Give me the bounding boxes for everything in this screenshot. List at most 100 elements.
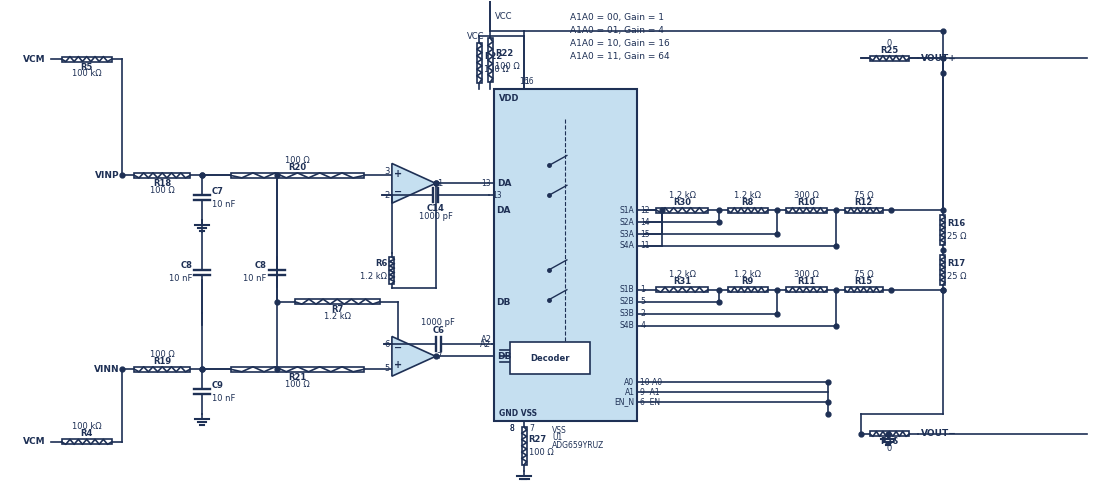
Text: S3A: S3A — [620, 229, 634, 239]
Text: 10 A0: 10 A0 — [641, 378, 662, 387]
Text: VINN: VINN — [94, 365, 119, 374]
Text: R20: R20 — [288, 163, 307, 172]
Bar — [61, 56, 112, 62]
Text: R22: R22 — [484, 52, 503, 61]
Bar — [844, 208, 883, 213]
Text: VSS: VSS — [552, 426, 567, 435]
Bar — [869, 431, 909, 436]
Bar — [494, 89, 637, 421]
Text: R12: R12 — [854, 198, 873, 207]
Text: DA: DA — [496, 206, 510, 214]
Text: 100 Ω: 100 Ω — [285, 156, 310, 165]
Text: 0: 0 — [887, 39, 892, 48]
Text: R11: R11 — [797, 277, 816, 286]
Text: R7: R7 — [331, 305, 344, 314]
Text: C14: C14 — [427, 204, 445, 213]
Bar — [231, 173, 365, 178]
Text: 5: 5 — [384, 364, 390, 373]
Text: 300 Ω: 300 Ω — [794, 191, 819, 200]
Text: DB: DB — [496, 298, 510, 307]
Text: 1.2 kΩ: 1.2 kΩ — [669, 191, 695, 200]
Text: R25: R25 — [880, 46, 899, 54]
Text: 100 kΩ: 100 kΩ — [72, 69, 102, 79]
Text: DB: DB — [497, 352, 511, 361]
Text: VCM: VCM — [23, 54, 46, 64]
Text: U1: U1 — [552, 433, 562, 442]
Text: 1.2 kΩ: 1.2 kΩ — [669, 270, 695, 279]
Text: 100 Ω: 100 Ω — [529, 448, 553, 457]
Text: 1000 pF: 1000 pF — [418, 212, 452, 221]
Text: A1A0 = 11, Gain = 64: A1A0 = 11, Gain = 64 — [569, 52, 669, 61]
Bar — [728, 208, 768, 213]
Text: S3B: S3B — [620, 309, 634, 318]
Text: 1.2 kΩ: 1.2 kΩ — [324, 312, 350, 321]
Text: R22: R22 — [495, 49, 514, 58]
Text: 1.2 kΩ: 1.2 kΩ — [735, 270, 761, 279]
Bar — [657, 287, 708, 292]
Text: −: − — [394, 187, 402, 197]
Text: R27: R27 — [529, 435, 546, 444]
Polygon shape — [392, 163, 436, 203]
Text: R31: R31 — [673, 277, 691, 286]
Text: 1000 pF: 1000 pF — [422, 319, 456, 327]
Text: R4: R4 — [81, 429, 93, 438]
Text: S2A: S2A — [620, 217, 634, 227]
Text: 1: 1 — [641, 285, 645, 294]
Text: 100 Ω: 100 Ω — [495, 62, 519, 71]
Text: 14: 14 — [641, 217, 650, 227]
Text: 100 Ω: 100 Ω — [150, 350, 174, 359]
Text: R15: R15 — [854, 277, 873, 286]
Bar — [785, 287, 828, 292]
Text: 10 nF: 10 nF — [169, 274, 192, 283]
Text: S4B: S4B — [620, 321, 634, 330]
Text: 100 kΩ: 100 kΩ — [72, 422, 102, 431]
Bar — [844, 287, 883, 292]
Text: R6: R6 — [376, 259, 388, 268]
Text: 15: 15 — [641, 229, 650, 239]
Text: 16: 16 — [519, 77, 529, 86]
Text: A2: A2 — [482, 335, 493, 344]
Text: 10 nF: 10 nF — [243, 274, 266, 283]
Text: 75 Ω: 75 Ω — [854, 191, 874, 200]
Text: C8: C8 — [181, 261, 192, 270]
Text: R26: R26 — [880, 437, 899, 446]
Text: 300 Ω: 300 Ω — [794, 270, 819, 279]
Text: Decoder: Decoder — [530, 354, 569, 363]
Text: R5: R5 — [81, 63, 93, 71]
Text: −: − — [394, 342, 402, 352]
Text: 25 Ω: 25 Ω — [947, 232, 967, 241]
Text: 16: 16 — [525, 77, 534, 86]
Text: R9: R9 — [741, 277, 754, 286]
Text: VCM: VCM — [23, 437, 46, 446]
Text: 10 nF: 10 nF — [212, 200, 235, 209]
Text: VOUT−: VOUT− — [921, 429, 957, 439]
Bar — [477, 42, 482, 82]
Bar — [390, 257, 394, 283]
Text: C8: C8 — [255, 261, 266, 270]
Text: R21: R21 — [288, 373, 307, 382]
Text: A2: A2 — [481, 340, 492, 349]
Text: 4: 4 — [641, 321, 645, 330]
Text: C6: C6 — [433, 326, 445, 335]
Text: 13: 13 — [482, 179, 492, 188]
Text: 1.2 kΩ: 1.2 kΩ — [360, 272, 388, 281]
Text: 7: 7 — [437, 352, 442, 361]
Bar — [728, 287, 768, 292]
Text: A0: A0 — [624, 378, 634, 387]
Text: R30: R30 — [673, 198, 691, 207]
Bar — [510, 342, 590, 374]
Text: 6  EN: 6 EN — [641, 398, 660, 406]
Text: 100 Ω: 100 Ω — [150, 186, 174, 195]
Text: EN_N: EN_N — [614, 398, 634, 406]
Text: C7: C7 — [212, 187, 223, 196]
Text: A1A0 = 10, Gain = 16: A1A0 = 10, Gain = 16 — [569, 39, 670, 48]
Text: S4A: S4A — [620, 241, 634, 251]
Text: C9: C9 — [212, 381, 223, 389]
Text: 8: 8 — [510, 424, 515, 433]
Bar — [135, 173, 191, 178]
Text: 11: 11 — [641, 241, 650, 251]
Text: VINP: VINP — [95, 171, 119, 180]
Text: R19: R19 — [153, 357, 171, 366]
Bar — [521, 427, 527, 465]
Text: 100 Ω: 100 Ω — [285, 380, 310, 388]
